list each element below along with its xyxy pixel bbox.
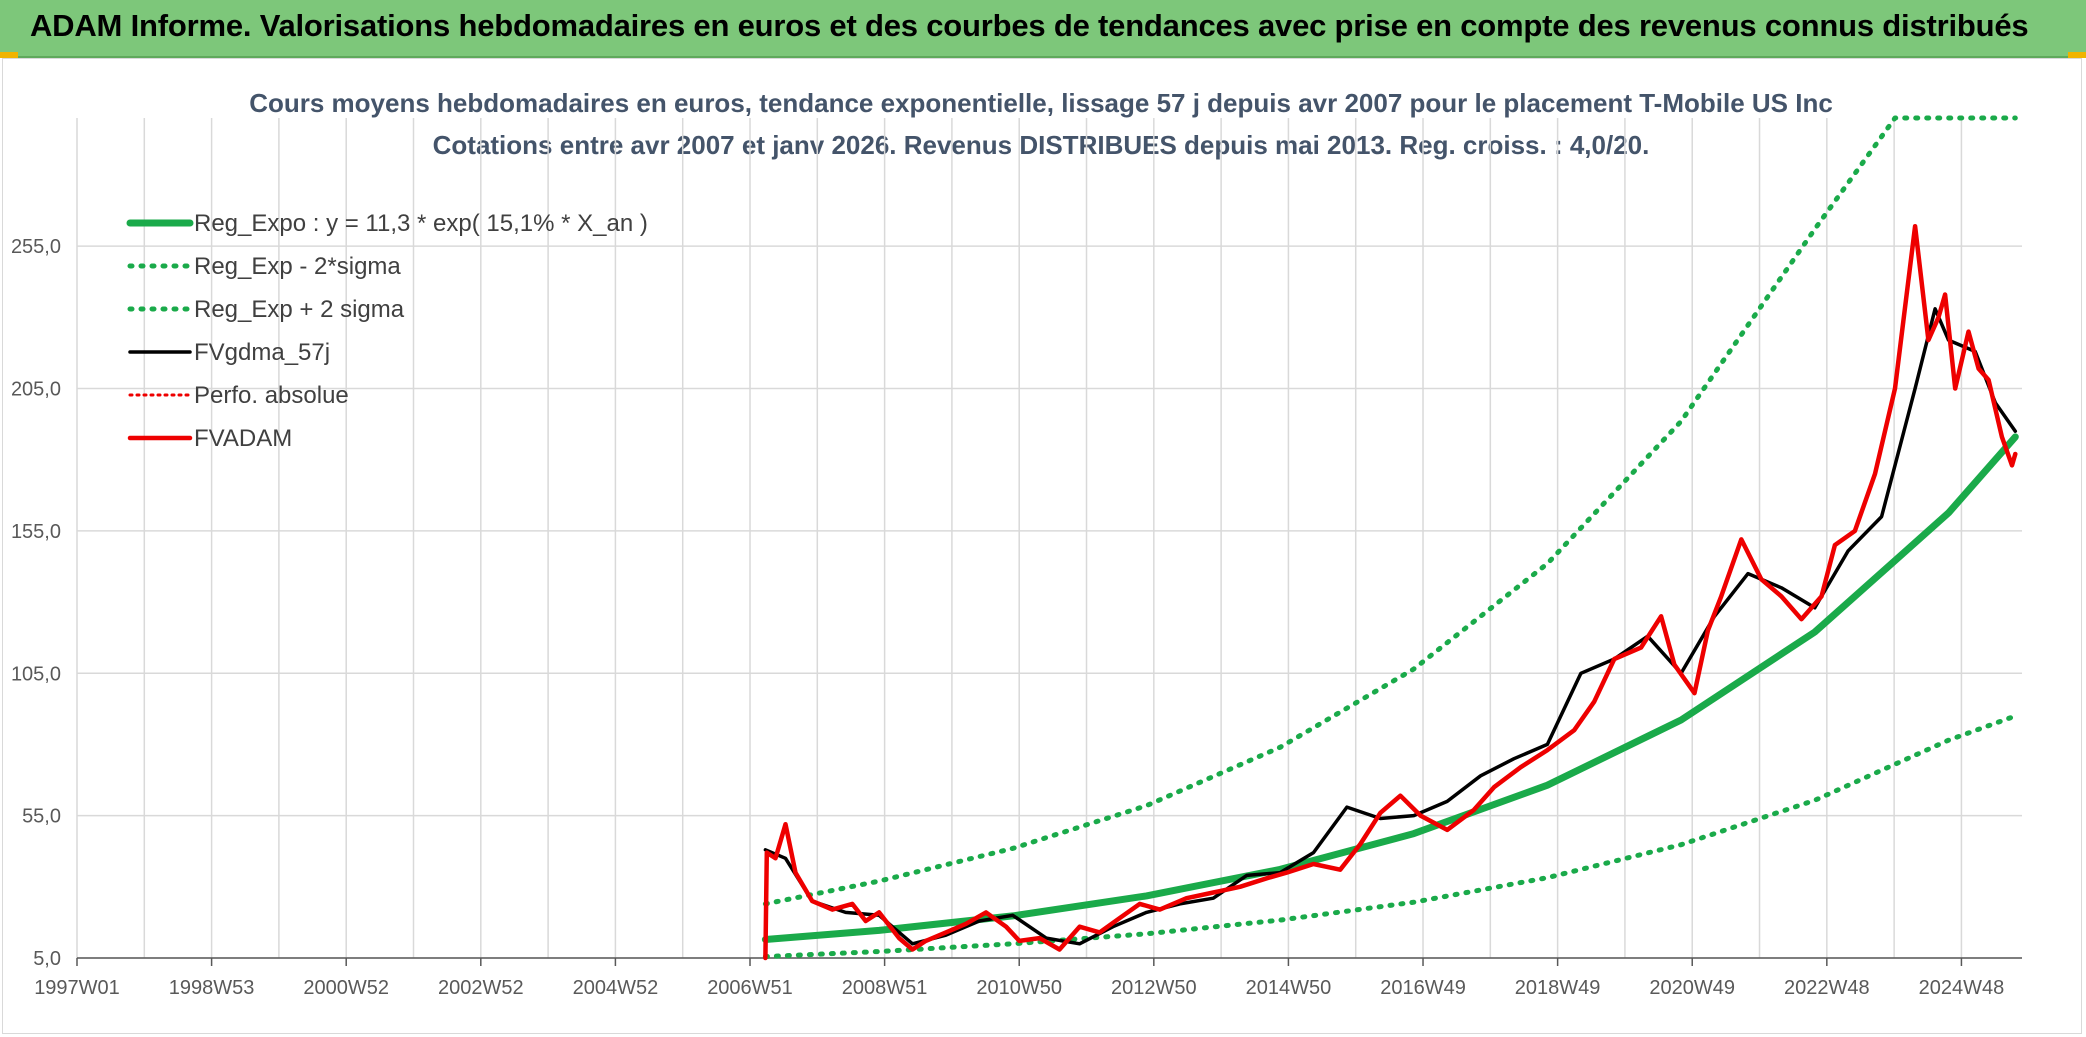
x-tick-label: 2000W52: [303, 977, 389, 999]
legend: Reg_Expo : y = 11,3 * exp( 15,1% * X_an …: [126, 210, 648, 452]
x-tick-label: 2010W50: [976, 977, 1062, 999]
x-tick-label: 2018W49: [1515, 977, 1601, 999]
legend-label: FVADAM: [194, 425, 292, 452]
x-tick-label: 2024W48: [1919, 977, 2005, 999]
page-title: ADAM Informe. Valorisations hebdomadaire…: [30, 8, 2029, 43]
x-tick-label: 2016W49: [1380, 977, 1466, 999]
header-bar: ADAM Informe. Valorisations hebdomadaire…: [0, 0, 2086, 58]
series-group: [761, 115, 2019, 961]
legend-label: Perfo. absolue: [194, 382, 349, 409]
legend-label: FVgdma_57j: [194, 339, 330, 366]
legend-label: Reg_Exp + 2 sigma: [194, 296, 405, 323]
series-line-5: [763, 223, 2018, 961]
y-tick-label: 55,0: [22, 806, 61, 828]
axes: 5,0 55,0 105,0 155,0 205,0 255,0 1997W01 1998W5…: [11, 236, 2022, 999]
x-tick-label: 2012W50: [1111, 977, 1197, 999]
legend-label: Reg_Expo : y = 11,3 * exp( 15,1% * X_an …: [194, 210, 648, 237]
x-tick-label: 2008W51: [842, 977, 928, 999]
x-tick-label: 1998W53: [169, 977, 255, 999]
series-line-1: [762, 713, 2018, 960]
x-tick-label: 2004W52: [573, 977, 659, 999]
series-line-2: [762, 115, 2018, 907]
grid-lines: [76, 118, 2022, 959]
chart-subtitle: Cotations entre avr 2007 et janv 2026. R…: [433, 130, 1650, 160]
series-line-3: [763, 307, 2018, 946]
x-tick-label: 2020W49: [1649, 977, 1735, 999]
x-tick-label: 2014W50: [1246, 977, 1332, 999]
y-tick-label: 5,0: [33, 948, 61, 970]
chart-title: Cours moyens hebdomadaires en euros, ten…: [249, 88, 1833, 118]
y-tick-label: 155,0: [11, 521, 61, 543]
x-tick-label: 1997W01: [34, 977, 120, 999]
x-tick-label: 2006W51: [707, 977, 793, 999]
x-tick-label: 2022W48: [1784, 977, 1870, 999]
series-line-0: [761, 433, 2019, 943]
accent-mark-left: [0, 52, 18, 58]
y-tick-label: 255,0: [11, 236, 61, 258]
y-tick-label: 105,0: [11, 663, 61, 685]
legend-label: Reg_Exp - 2*sigma: [194, 253, 401, 280]
y-tick-label: 205,0: [11, 379, 61, 401]
x-tick-label: 2002W52: [438, 977, 524, 999]
chart-frame: [2, 58, 2082, 1034]
accent-mark-right: [2068, 52, 2086, 58]
